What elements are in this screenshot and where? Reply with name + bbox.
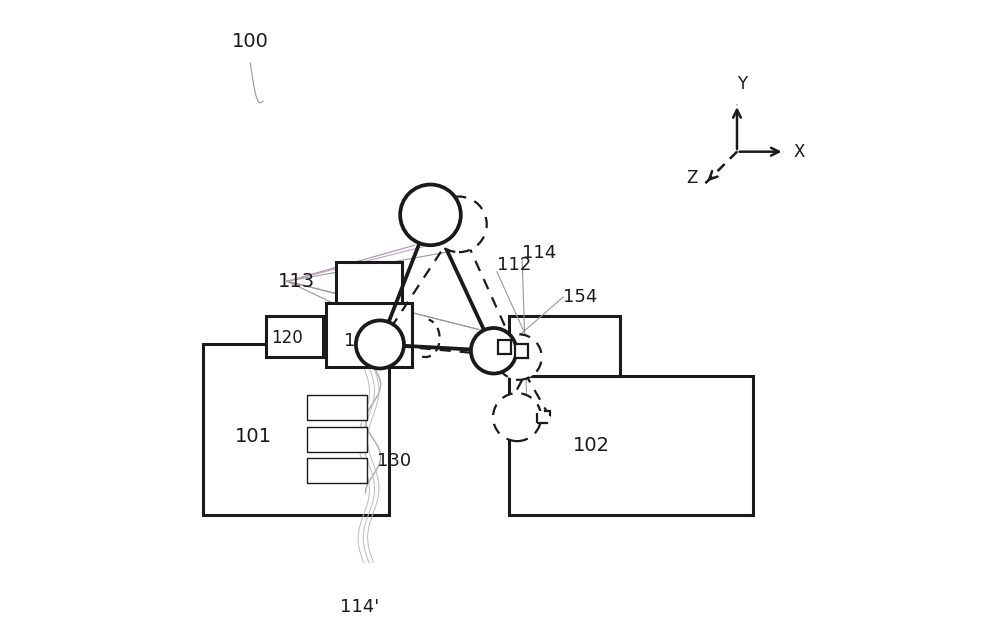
Text: Y: Y [737,75,747,93]
Text: 100: 100 [231,32,268,51]
Text: 114': 114' [340,598,379,616]
Circle shape [400,185,461,245]
Text: 154: 154 [563,288,598,306]
Bar [266,316,323,357]
Bar [515,344,528,358]
Bar [537,411,550,423]
Circle shape [431,197,487,252]
Text: 113: 113 [278,272,315,291]
Circle shape [356,320,404,368]
Circle shape [471,328,516,374]
Bar [203,344,389,515]
Bar [326,303,412,367]
Bar [307,427,367,452]
Text: 120: 120 [271,329,303,347]
Text: 130: 130 [377,453,411,470]
Text: 101: 101 [235,427,272,446]
Bar [498,340,511,354]
Text: 114: 114 [522,244,556,262]
Bar [307,458,367,483]
Bar [336,262,402,303]
Text: Z: Z [686,169,698,187]
Bar [509,316,620,376]
Text: X: X [794,143,805,161]
Bar [307,395,367,420]
Circle shape [496,334,542,380]
Text: 110: 110 [344,332,378,350]
Circle shape [493,393,541,441]
Bar [509,376,753,515]
Text: 102: 102 [573,436,610,455]
Text: 112: 112 [497,257,531,274]
